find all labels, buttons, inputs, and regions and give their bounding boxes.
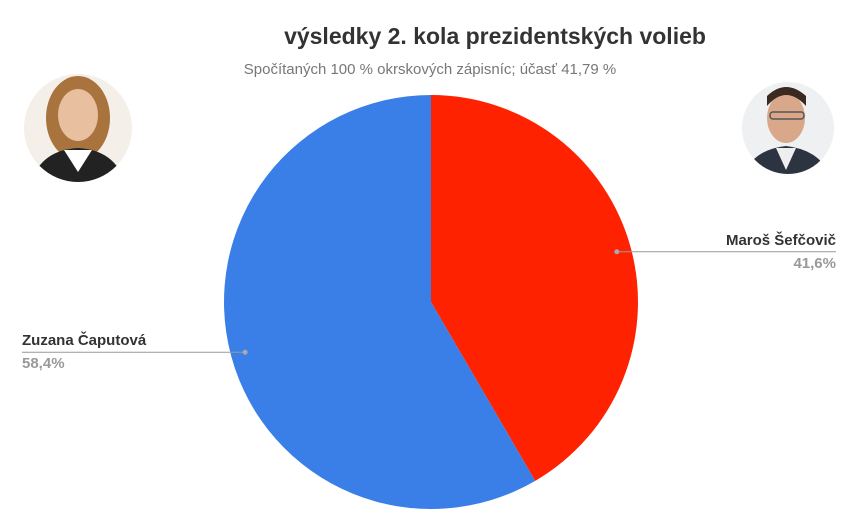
chart-title: výsledky 2. kola prezidentských volieb [284,23,706,49]
slice-label: Zuzana Čaputová [22,331,147,349]
value-label: 41,6% [793,255,836,272]
pie-slice [431,95,638,481]
slice-label: Maroš Šefčovič [726,231,836,249]
pie-slice [224,95,536,509]
leader-dot [242,349,248,355]
portrait-left [24,74,132,182]
chart-subtitle: Spočítaných 100 % okrskových zápisníc; ú… [244,61,617,78]
leader-dot [614,249,620,255]
portrait-right [742,82,834,174]
value-label: 58,4% [22,355,65,372]
